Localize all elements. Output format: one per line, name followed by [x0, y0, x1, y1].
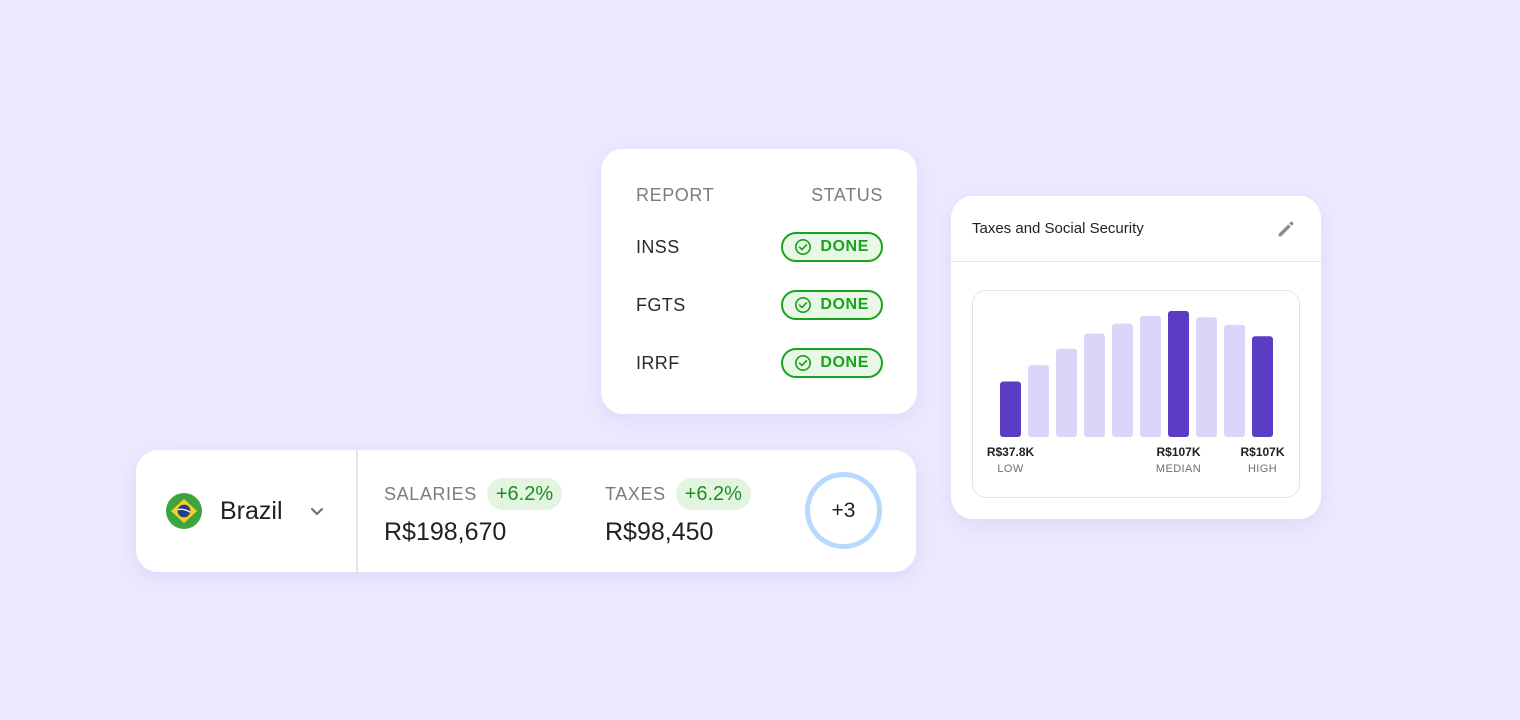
report-status-card: REPORT STATUS INSS DONE FGTS DONE IRRF D…	[601, 149, 917, 414]
pencil-icon[interactable]	[1275, 218, 1297, 240]
high-name-label: HIGH	[1247, 463, 1278, 475]
status-column-header: STATUS	[811, 185, 883, 205]
check-circle-icon	[795, 296, 812, 314]
country-summary-card: Brazil SALARIES +6.2% R$198,670 TAXES +6…	[136, 450, 916, 572]
salaries-metric: SALARIES +6.2% R$198,670	[384, 478, 563, 547]
taxes-chart-card: Taxes and Social Security R$37.8K LOW R$…	[951, 196, 1321, 519]
more-countries-button[interactable]: +3	[805, 472, 882, 549]
low-value-label: R$37.8K	[986, 445, 1035, 459]
brazil-flag-icon	[166, 493, 202, 529]
median-name-label: MEDIAN	[1155, 463, 1202, 475]
chart-bar	[1252, 336, 1273, 437]
report-name: INSS	[636, 236, 680, 257]
status-badge: DONE	[781, 290, 883, 320]
country-dropdown[interactable]: Brazil	[136, 450, 357, 572]
chart-bar	[1084, 333, 1105, 437]
chart-title: Taxes and Social Security	[972, 220, 1144, 237]
report-column-header: REPORT	[636, 185, 715, 205]
report-row-fgts[interactable]: FGTS DONE	[636, 289, 883, 321]
chart-bar	[1112, 323, 1133, 437]
report-table-header: REPORT STATUS	[636, 185, 883, 206]
check-circle-icon	[795, 354, 812, 372]
report-row-inss[interactable]: INSS DONE	[636, 231, 883, 263]
report-row-irrf[interactable]: IRRF DONE	[636, 347, 883, 379]
high-value-label: R$107K	[1240, 445, 1285, 459]
chevron-down-icon	[310, 508, 323, 515]
chart-bar	[1056, 348, 1077, 437]
chart-bar	[1196, 317, 1217, 437]
report-name: FGTS	[636, 294, 686, 315]
chart-bar	[1140, 316, 1161, 437]
status-text: DONE	[820, 296, 869, 313]
salaries-label: SALARIES	[384, 483, 477, 504]
taxes-value: R$98,450	[605, 518, 714, 546]
country-name: Brazil	[220, 496, 283, 525]
chart-area: R$37.8K LOW R$107K MEDIAN R$107K HIGH	[972, 290, 1300, 498]
salaries-change-badge: +6.2%	[486, 478, 563, 510]
report-name: IRRF	[636, 352, 680, 373]
status-badge: DONE	[781, 232, 883, 262]
chart-bar	[1168, 311, 1189, 437]
status-text: DONE	[820, 238, 869, 255]
bar-chart	[1000, 311, 1273, 437]
median-value-label: R$107K	[1156, 445, 1201, 459]
chart-bar	[1028, 365, 1049, 437]
taxes-metric: TAXES +6.2% R$98,450	[605, 478, 751, 547]
status-text: DONE	[820, 354, 869, 371]
divider	[356, 450, 358, 572]
chart-bar	[1000, 381, 1021, 437]
taxes-change-badge: +6.2%	[675, 478, 751, 510]
chart-card-header: Taxes and Social Security	[951, 196, 1321, 262]
chart-bar	[1224, 324, 1245, 437]
status-badge: DONE	[781, 348, 883, 378]
check-circle-icon	[795, 238, 812, 256]
low-name-label: LOW	[997, 463, 1024, 475]
salaries-value: R$198,670	[384, 518, 507, 546]
taxes-label: TAXES	[605, 483, 666, 504]
